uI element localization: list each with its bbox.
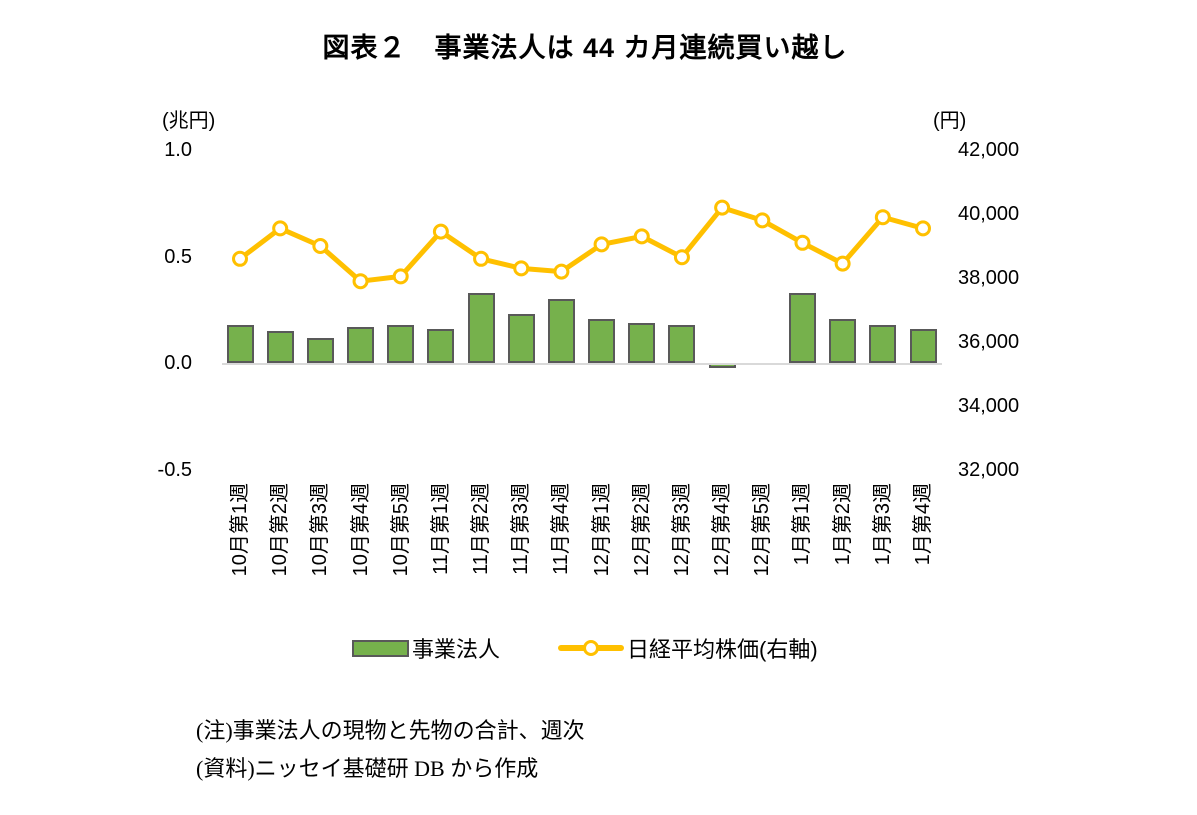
x-axis-label: 12月第4週 [711, 483, 734, 577]
right-axis-tick: 36,000 [958, 331, 1020, 353]
x-axis-label: 10月第2週 [269, 483, 292, 577]
legend-line-label: 日経平均株価(右軸) [627, 637, 818, 662]
chart-bar [869, 324, 897, 364]
right-axis-tick: 34,000 [958, 395, 1020, 417]
left-axis-tick: -0.5 [157, 459, 192, 481]
legend-bar-label: 事業法人 [412, 637, 501, 662]
x-axis-label: 12月第2週 [630, 483, 653, 577]
line-marker-icon [583, 640, 600, 656]
line-marker [673, 249, 690, 266]
line-marker [392, 268, 409, 285]
left-axis-tick: 1.0 [164, 139, 192, 161]
line-marker [915, 220, 931, 237]
right-axis-tick: 38,000 [958, 267, 1020, 289]
right-axis-unit: (円) [933, 110, 967, 132]
chart-bar [387, 324, 415, 364]
chart-bar [347, 327, 375, 364]
x-axis-label: 10月第3週 [309, 483, 332, 577]
left-axis-tick: 0.5 [164, 245, 192, 268]
zero-axis-line [222, 363, 942, 365]
line-marker [432, 223, 449, 240]
chart-bar [829, 318, 857, 364]
right-axis-tick: 40,000 [958, 203, 1020, 225]
note-line: (注)事業法人の現物と先物の合計、週次 [196, 718, 585, 743]
source-line: (資料)ニッセイ基礎研 DB から作成 [196, 756, 539, 781]
chart-bar [467, 292, 495, 364]
x-axis-label: 10月第4週 [349, 483, 372, 577]
line-marker [513, 260, 530, 277]
x-axis-label: 11月第3週 [510, 483, 533, 575]
line-marker [473, 250, 490, 267]
chart-bar [588, 318, 616, 364]
chart-bar [266, 331, 294, 364]
line-marker [272, 220, 289, 237]
chart-bar [547, 299, 575, 364]
chart-bar [306, 337, 334, 364]
chart-bar [427, 329, 455, 364]
bar-swatch-icon [352, 639, 409, 657]
chart-bar [507, 314, 535, 364]
line-marker [794, 234, 811, 251]
x-axis-label: 1月第2週 [831, 483, 854, 566]
legend: 事業法人 日経平均株価(右軸) [352, 632, 818, 664]
line-marker [834, 255, 851, 272]
line-marker [633, 228, 650, 245]
nikkei-line [238, 205, 924, 284]
chart-bar [226, 324, 254, 364]
line-marker [312, 238, 329, 254]
x-axis-label: 10月第1週 [229, 483, 251, 577]
left-axis-tick: 0.0 [164, 352, 192, 375]
line-marker [754, 212, 771, 229]
line-marker [232, 250, 248, 267]
chart-bar [628, 322, 656, 364]
legend-item-bars: 事業法人 [352, 632, 500, 664]
line-marker [553, 263, 570, 280]
right-axis-tick: 32,000 [958, 459, 1020, 481]
chart-bar [788, 292, 816, 364]
line-marker [714, 199, 731, 216]
legend-item-line: 日経平均株価(右軸) [558, 632, 818, 664]
x-axis-label: 12月第5週 [751, 483, 774, 577]
chart-bar [909, 329, 937, 364]
line-swatch-icon [558, 640, 625, 656]
x-axis-label: 1月第3週 [871, 483, 894, 566]
line-marker [874, 209, 891, 226]
right-axis-tick: 42,000 [958, 139, 1020, 161]
left-axis-unit: (兆円) [162, 110, 216, 132]
x-axis-label: 10月第5週 [389, 483, 412, 577]
x-axis-label: 1月第1週 [791, 483, 814, 566]
x-axis-label: 1月第4週 [912, 483, 934, 566]
line-marker [352, 273, 369, 290]
x-axis-label: 12月第1週 [590, 483, 613, 577]
x-axis-label: 11月第2週 [470, 483, 493, 575]
x-axis-label: 11月第4週 [550, 483, 573, 575]
footnotes: (注)事業法人の現物と先物の合計、週次 (資料)ニッセイ基礎研 DB から作成 [196, 712, 585, 788]
line-marker [593, 236, 610, 253]
chart-bar [668, 324, 696, 364]
x-axis-label: 12月第3週 [670, 483, 693, 577]
x-axis-label: 11月第1週 [429, 483, 452, 575]
chart-title: 図表２ 事業法人は 44 カ月連続買い越し [322, 33, 848, 63]
